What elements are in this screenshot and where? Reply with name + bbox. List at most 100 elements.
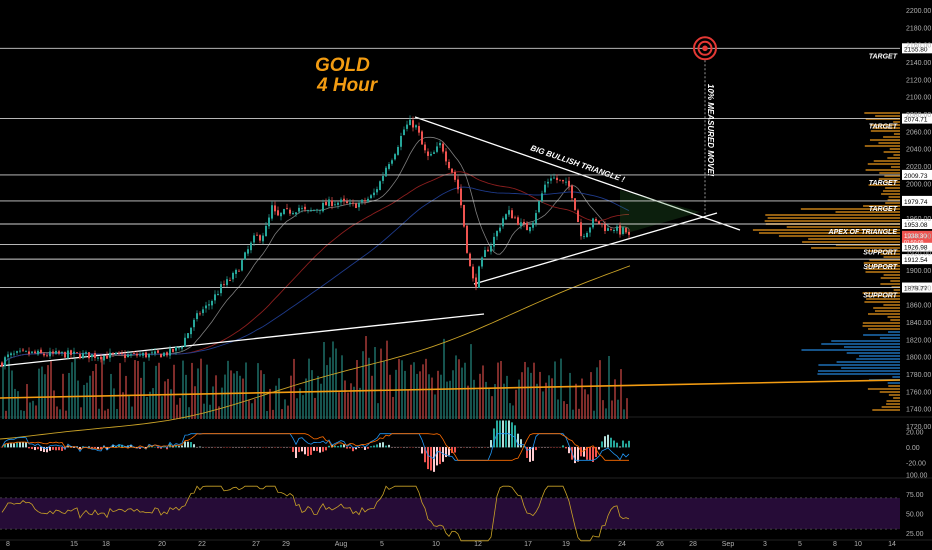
macd-tick-label: -20.00: [906, 461, 926, 468]
rsi-panel: [1, 485, 630, 542]
macd-histogram-bar: [145, 447, 147, 448]
volume-bar: [185, 374, 187, 419]
volume-profile-bar: [865, 271, 900, 273]
candle-body: [115, 352, 117, 354]
time-tick-label: 20: [158, 541, 166, 548]
candle-body: [403, 129, 405, 136]
candle-body: [439, 143, 441, 146]
volume-profile-bar: [887, 316, 900, 318]
candle-body: [271, 205, 273, 219]
candle-body: [406, 124, 408, 129]
candlesticks[interactable]: [1, 115, 630, 370]
candle-body: [355, 203, 357, 208]
candle-body: [373, 192, 375, 196]
volume-bar: [620, 369, 622, 419]
volume-profile-bar: [883, 304, 900, 306]
price-tick-label: 2140.00: [906, 60, 931, 67]
candle-body: [493, 236, 495, 247]
macd-histogram-bar: [385, 445, 387, 448]
volume-profile-bar: [878, 178, 900, 180]
candle-body: [613, 229, 615, 232]
price-tick-label: 1760.00: [906, 389, 931, 396]
price-tick-label: 1920.00: [906, 251, 931, 258]
candle-body: [112, 353, 114, 354]
volume-bar: [83, 384, 85, 419]
volume-bar: [467, 385, 469, 419]
candle-body: [22, 349, 24, 351]
volume-bar: [524, 361, 526, 419]
volume-bar: [488, 387, 490, 419]
target-marker-center: [702, 45, 708, 52]
time-tick-label: 12: [474, 541, 482, 548]
macd-histogram-bar: [52, 447, 54, 450]
time-tick-label: 28: [689, 541, 697, 548]
volume-profile-bar: [875, 115, 900, 117]
level-label: TARGET: [869, 124, 898, 131]
volume-bar: [2, 364, 4, 419]
volume-bar: [182, 360, 184, 419]
macd-histogram-bar: [4, 444, 6, 448]
volume-bar: [551, 378, 553, 419]
volume-bar: [305, 378, 307, 419]
volume-profile-bar: [891, 286, 900, 288]
volume-bar: [599, 360, 601, 419]
macd-histogram-bar: [67, 445, 69, 448]
level-price-tag-text: 1953.08: [904, 222, 928, 229]
candle-body: [382, 175, 384, 181]
volume-profile-bar: [880, 283, 900, 285]
volume-bar: [404, 370, 406, 419]
volume-profile-bar: [856, 358, 900, 360]
volume-bar: [35, 405, 37, 419]
volume-profile-bar: [835, 211, 900, 213]
candle-body: [442, 143, 444, 152]
macd-histogram-bar: [331, 444, 333, 448]
volume-profile-bar: [888, 196, 900, 198]
macd-histogram-bar: [325, 447, 327, 451]
volume-bar: [584, 389, 586, 419]
candle-body: [247, 249, 249, 254]
volume-bar: [476, 389, 478, 419]
candle-body: [208, 304, 210, 306]
volume-profile-bar: [862, 292, 900, 294]
macd-histogram-bar: [10, 443, 12, 448]
volume-profile-bar: [818, 370, 900, 372]
macd-histogram-bar: [28, 447, 30, 449]
macd-histogram-bar: [628, 440, 630, 448]
volume-bar: [41, 366, 43, 419]
volume-profile-bar: [868, 184, 900, 186]
candle-body: [253, 235, 255, 243]
volume-bar: [119, 363, 121, 419]
volume-bar: [158, 362, 160, 419]
level-label: SUPPORT: [863, 264, 897, 271]
volume-bar: [260, 370, 262, 419]
volume-bar: [317, 375, 319, 419]
candle-body: [250, 242, 252, 251]
macd-tick-label: 20.00: [906, 429, 924, 436]
candle-body: [415, 125, 417, 128]
macd-histogram-bar: [343, 444, 345, 448]
time-tick-label: 27: [252, 541, 260, 548]
macd-histogram-bar: [172, 446, 174, 448]
macd-histogram-bar: [79, 447, 81, 450]
volume-bar: [227, 360, 229, 419]
volume-profile-bar: [867, 388, 900, 390]
candle-body: [166, 352, 168, 356]
macd-histogram-bar: [64, 447, 66, 450]
macd-histogram-bar: [448, 447, 450, 456]
candle-body: [625, 227, 627, 233]
volume-profile-bar: [880, 253, 900, 255]
volume-profile-bar: [864, 145, 900, 147]
candle-body: [16, 351, 18, 353]
macd-histogram-bar: [19, 442, 21, 448]
macd-histogram-bar: [313, 447, 315, 451]
candle-body: [106, 355, 108, 359]
candle-body: [451, 168, 453, 173]
time-tick-label: 10: [854, 541, 862, 548]
macd-histogram-bar: [430, 447, 432, 471]
macd-histogram-bar: [94, 447, 96, 448]
macd-histogram-bar: [436, 447, 438, 466]
level-label: TARGET: [869, 206, 898, 213]
candle-body: [505, 214, 507, 220]
